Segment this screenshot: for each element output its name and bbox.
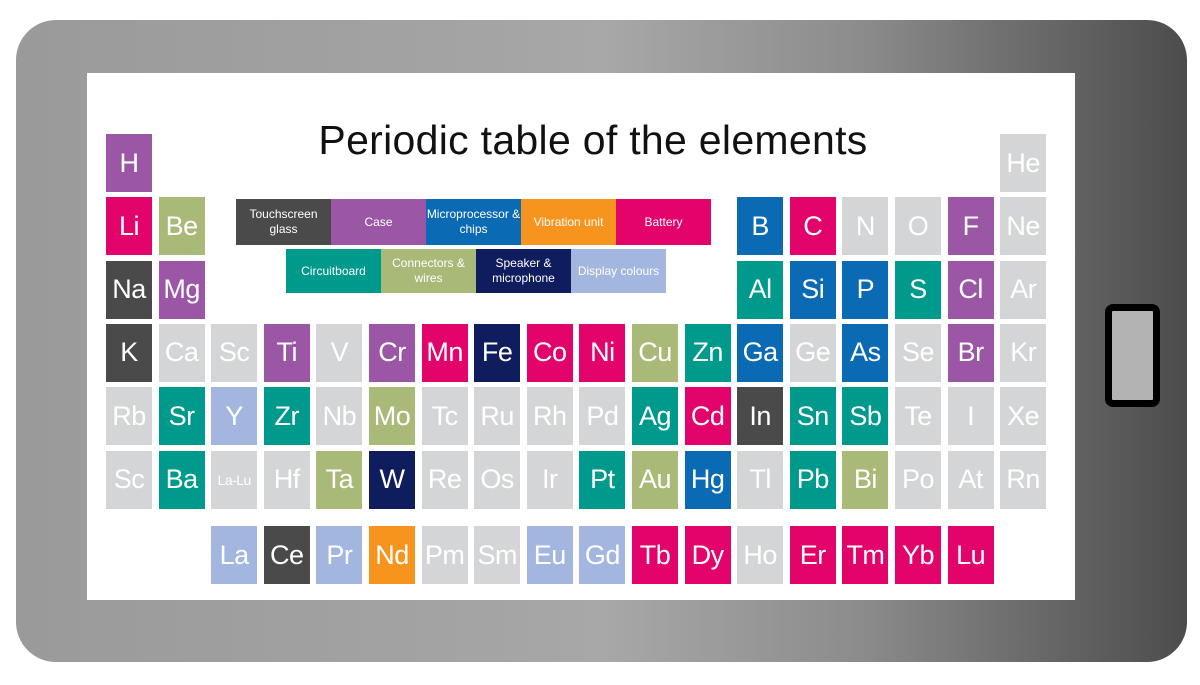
element-er: Er	[789, 526, 836, 584]
element-ga: Ga	[737, 323, 784, 382]
element-zr: Zr	[263, 387, 310, 446]
element-la-lu: La-Lu	[211, 450, 258, 509]
element-dy: Dy	[684, 526, 731, 584]
legend-item-connectors: Connectors & wires	[381, 249, 476, 293]
element-ca: Ca	[158, 323, 205, 382]
element-mn: Mn	[421, 323, 468, 382]
element-cd: Cd	[684, 387, 731, 446]
element-pb: Pb	[789, 450, 836, 509]
element-c: C	[789, 197, 836, 256]
legend-item-circuit: Circuitboard	[286, 249, 381, 293]
legend-item-glass: Touchscreen glass	[236, 199, 331, 245]
element-si: Si	[789, 260, 836, 319]
element-tm: Tm	[842, 526, 889, 584]
element-cl: Cl	[947, 260, 994, 319]
element-os: Os	[474, 450, 521, 509]
page-title: Periodic table of the elements	[318, 117, 868, 163]
element-ba: Ba	[158, 450, 205, 509]
element-xe: Xe	[1000, 387, 1047, 446]
element-as: As	[842, 323, 889, 382]
element-pt: Pt	[579, 450, 626, 509]
element-ta: Ta	[316, 450, 363, 509]
element-ru: Ru	[474, 387, 521, 446]
element-hf: Hf	[263, 450, 310, 509]
element-sb: Sb	[842, 387, 889, 446]
legend-item-speaker: Speaker & microphone	[476, 249, 571, 293]
legend-item-display: Display colours	[571, 249, 666, 293]
element-ne: Ne	[1000, 197, 1047, 256]
element-co: Co	[526, 323, 573, 382]
legend-item-vibration: Vibration unit	[521, 199, 616, 245]
element-mo: Mo	[369, 387, 415, 446]
element-na: Na	[106, 260, 152, 319]
element-p: P	[842, 260, 889, 319]
element-re: Re	[421, 450, 468, 509]
element-bi: Bi	[842, 450, 889, 509]
element-pr: Pr	[316, 526, 363, 584]
element-rb: Rb	[106, 387, 152, 446]
element-rh: Rh	[526, 387, 573, 446]
element-be: Be	[158, 197, 205, 256]
element-w: W	[369, 450, 415, 509]
home-button[interactable]	[1105, 304, 1160, 407]
element-sn: Sn	[789, 387, 836, 446]
element-au: Au	[632, 450, 678, 509]
element-pm: Pm	[421, 526, 468, 584]
element-ge: Ge	[789, 323, 836, 382]
element-tb: Tb	[632, 526, 678, 584]
legend-item-chip: Microprocessor & chips	[426, 199, 521, 245]
element-sr: Sr	[158, 387, 205, 446]
element-b: B	[737, 197, 784, 256]
element-f: F	[947, 197, 994, 256]
element-h: H	[106, 134, 152, 192]
element-cu: Cu	[632, 323, 678, 382]
element-te: Te	[895, 387, 941, 446]
element-rn: Rn	[1000, 450, 1047, 509]
element-n: N	[842, 197, 889, 256]
element-he: He	[1000, 134, 1047, 192]
element-se: Se	[895, 323, 941, 382]
tablet-screen: Periodic table of the elements Touchscre…	[87, 73, 1075, 600]
element-po: Po	[895, 450, 941, 509]
element-i: I	[947, 387, 994, 446]
element-pd: Pd	[579, 387, 626, 446]
element-ho: Ho	[737, 526, 784, 584]
element-in: In	[737, 387, 784, 446]
element-tc: Tc	[421, 387, 468, 446]
element-hg: Hg	[684, 450, 731, 509]
element-kr: Kr	[1000, 323, 1047, 382]
element-tl: Tl	[737, 450, 784, 509]
element-zn: Zn	[684, 323, 731, 382]
legend-item-case: Case	[331, 199, 426, 245]
element-cr: Cr	[369, 323, 415, 382]
element-yb: Yb	[895, 526, 941, 584]
element-ce: Ce	[263, 526, 310, 584]
element-y: Y	[211, 387, 258, 446]
element-ti: Ti	[263, 323, 310, 382]
element-o: O	[895, 197, 941, 256]
element-gd: Gd	[579, 526, 626, 584]
element-br: Br	[947, 323, 994, 382]
element-la: La	[211, 526, 258, 584]
element-at: At	[947, 450, 994, 509]
element-mg: Mg	[158, 260, 205, 319]
legend-item-battery: Battery	[616, 199, 711, 245]
element-ar: Ar	[1000, 260, 1047, 319]
element-lu: Lu	[947, 526, 994, 584]
element-v: V	[316, 323, 363, 382]
element-sc: Sc	[211, 323, 258, 382]
element-s: S	[895, 260, 941, 319]
element-nb: Nb	[316, 387, 363, 446]
element-ni: Ni	[579, 323, 626, 382]
element-li: Li	[106, 197, 152, 256]
element-sc: Sc	[106, 450, 152, 509]
element-ag: Ag	[632, 387, 678, 446]
element-k: K	[106, 323, 152, 382]
element-ir: Ir	[526, 450, 573, 509]
element-eu: Eu	[526, 526, 573, 584]
element-sm: Sm	[474, 526, 521, 584]
element-nd: Nd	[369, 526, 415, 584]
element-fe: Fe	[474, 323, 521, 382]
element-al: Al	[737, 260, 784, 319]
